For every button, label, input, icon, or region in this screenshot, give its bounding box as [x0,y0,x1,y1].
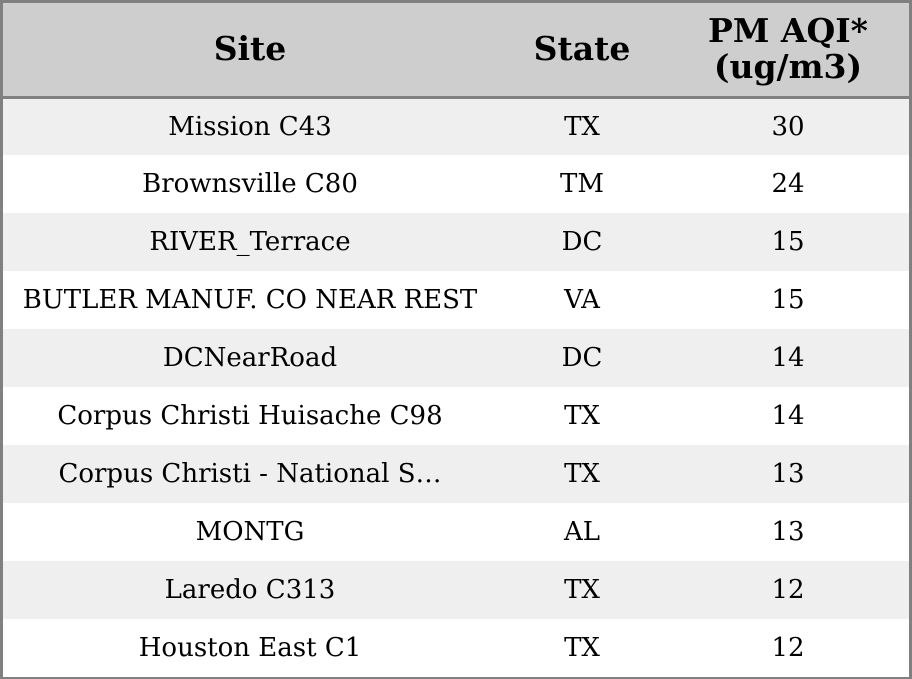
cell-state: DC [561,343,603,373]
cell-pm-aqi: 15 [771,285,805,315]
cell-site: DCNearRoad [162,343,338,373]
cell-state: TM [560,169,604,199]
cell-state: TX [564,575,600,605]
table-row: Corpus Christi - National S… TX 13 [3,445,909,503]
cell-site: Corpus Christi - National S… [58,459,442,489]
cell-state: TX [564,111,600,142]
cell-pm-aqi: 30 [771,111,805,142]
table-row: Corpus Christi Huisache C98 TX 14 [3,387,909,445]
table-row: Brownsville C80 TM 24 [3,155,909,213]
cell-site: Houston East C1 [138,633,362,663]
cell-pm-aqi: 12 [771,575,805,605]
cell-pm-aqi: 14 [771,401,805,431]
header-pm-aqi-unit: (ug/m3) [713,47,863,87]
cell-pm-aqi: 13 [771,517,805,547]
header-pm-aqi: PM AQI* (ug/m3) [667,3,909,99]
table-row: Laredo C313 TX 12 [3,561,909,619]
pm-aqi-table: Site State PM AQI* (ug/m3) Mission C43 T… [3,3,909,677]
header-site: Site [3,3,497,99]
cell-site: MONTG [195,517,305,547]
table-row: Mission C43 TX 30 [3,97,909,155]
cell-pm-aqi: 15 [771,227,805,257]
cell-site: Mission C43 [168,111,332,142]
cell-state: TX [564,459,600,489]
table-body: Mission C43 TX 30 Brownsville C80 TM 24 … [3,97,909,677]
cell-state: AL [563,517,601,547]
cell-site: BUTLER MANUF. CO NEAR REST [22,285,478,315]
cell-site: RIVER_Terrace [149,227,351,257]
header-pm-aqi-label: PM AQI* [708,11,868,51]
table-row: Houston East C1 TX 12 [3,619,909,677]
cell-state: VA [564,285,600,315]
cell-state: DC [561,227,603,257]
header-row: Site State PM AQI* (ug/m3) [3,3,909,99]
cell-state: TX [564,401,600,431]
cell-site: Brownsville C80 [142,169,358,199]
cell-pm-aqi: 14 [771,343,805,373]
table-header: Site State PM AQI* (ug/m3) [3,3,909,99]
cell-site: Corpus Christi Huisache C98 [57,401,443,431]
table-row: DCNearRoad DC 14 [3,329,909,387]
table-row: MONTG AL 13 [3,503,909,561]
header-state: State [497,3,667,99]
cell-state: TX [564,633,600,663]
table-row: RIVER_Terrace DC 15 [3,213,909,271]
cell-pm-aqi: 24 [771,169,805,199]
cell-site: Laredo C313 [164,575,336,605]
table-row: BUTLER MANUF. CO NEAR REST VA 15 [3,271,909,329]
cell-pm-aqi: 12 [771,633,805,663]
cell-pm-aqi: 13 [771,459,805,489]
